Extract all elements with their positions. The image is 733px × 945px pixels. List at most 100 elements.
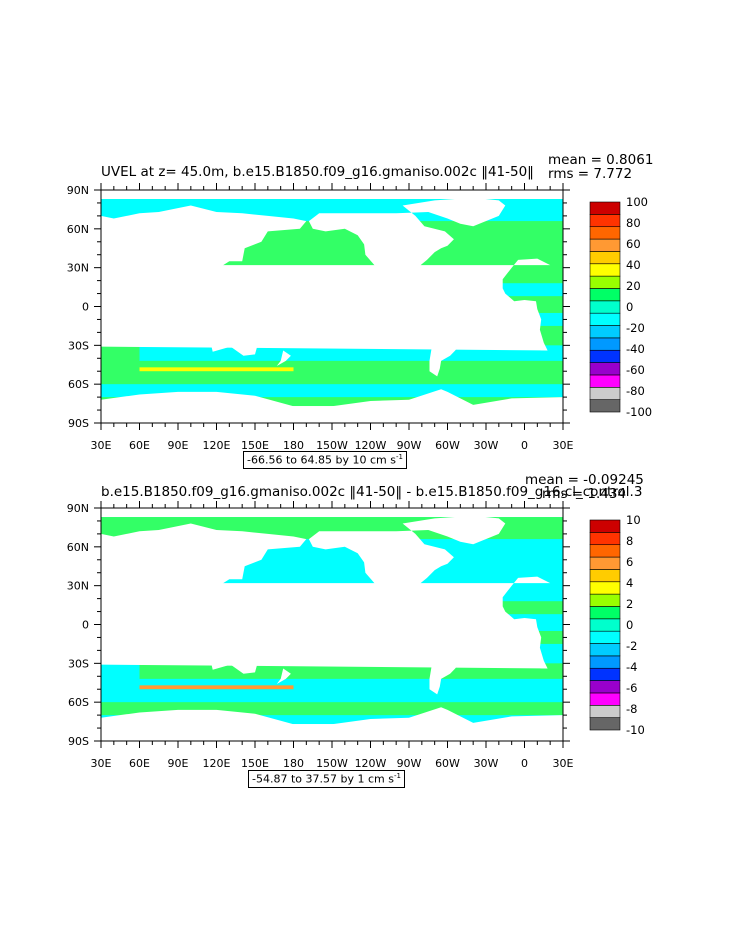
colorbar-label: -80: [626, 384, 645, 398]
colorbar-label: 100: [626, 195, 648, 209]
lon-tick-label: 120W: [355, 439, 387, 452]
colorbar-swatch: [589, 201, 621, 215]
colorbar-label: 0: [626, 618, 633, 632]
colorbar-swatch: [589, 275, 621, 289]
colorbar-swatch: [589, 680, 621, 694]
arctic-edge: [101, 508, 563, 516]
colorbar-swatch: [589, 692, 621, 706]
lon-tick-label: 120E: [203, 757, 231, 770]
lat-tick-label: 30N: [67, 580, 89, 593]
colorbar-label: 80: [626, 216, 641, 230]
contour-range-text: -54.87 to 37.57 by 1 cm s: [252, 772, 394, 786]
colorbar-label: 8: [626, 534, 633, 548]
lat-tick-label: 0: [82, 619, 89, 632]
colorbar-label: -6: [626, 681, 637, 695]
lon-tick-label: 0: [521, 439, 528, 452]
lon-tick-label: 150W: [316, 439, 348, 452]
lat-tick-label: 90S: [68, 417, 89, 430]
maritime-continent-landmass: [184, 300, 255, 317]
unit-exponent: -1: [395, 453, 403, 461]
colorbar-swatch: [589, 581, 621, 595]
south-america-landmass: [420, 609, 480, 695]
colorbar-swatch: [589, 704, 621, 718]
lon-tick-label: 30E: [553, 757, 574, 770]
new-zealand-landmass: [276, 668, 291, 684]
lon-tick-label: 120W: [355, 757, 387, 770]
colorbar-label: -2: [626, 639, 637, 653]
colorbar-label: 40: [626, 258, 641, 272]
colorbar-swatch: [589, 532, 621, 546]
unit-exponent: -1: [393, 772, 401, 780]
australia-landmass: [208, 638, 259, 674]
lat-tick-label: 30S: [68, 657, 89, 670]
acc-jet: [139, 685, 294, 690]
lon-tick-label: 30W: [474, 439, 499, 452]
colorbar-swatch: [589, 519, 621, 533]
contour-range-box: -66.56 to 64.85 by 10 cm s-1: [243, 451, 407, 469]
lon-tick-label: 150W: [316, 757, 348, 770]
south-america-landmass: [420, 291, 480, 377]
colorbar-label: 10: [626, 513, 641, 527]
lon-tick-label: 30E: [91, 757, 112, 770]
map-title: b.e15.B1850.f09_g16.gmaniso.002c ‖41-50‖…: [101, 484, 643, 500]
lon-tick-label: 60E: [129, 439, 150, 452]
map-title: UVEL at z= 45.0m, b.e15.B1850.f09_g16.gm…: [101, 164, 534, 180]
antarctic-interior: [101, 724, 563, 741]
colorbar-label: 60: [626, 237, 641, 251]
contour-range-text: -66.56 to 64.85 by 10 cm s: [247, 453, 396, 467]
lon-tick-label: 150E: [241, 439, 269, 452]
lon-tick-label: 120E: [203, 439, 231, 452]
colorbar-swatch: [589, 569, 621, 583]
difference-map: 30E 60E 90E 120E 150E 180 150W 120W 90W 60W 30W 0 30…: [67, 501, 645, 770]
acc-jet: [139, 367, 294, 372]
lat-tick-label: 60N: [67, 541, 89, 554]
colorbar-label: -40: [626, 342, 645, 356]
lat-tick-label: 0: [82, 301, 89, 314]
colorbar-label: 2: [626, 597, 633, 611]
colorbar-label: 4: [626, 576, 633, 590]
lat-tick-label: 90S: [68, 735, 89, 748]
colorbar-label: 6: [626, 555, 633, 569]
lon-tick-label: 30E: [553, 439, 574, 452]
antarctic-interior: [101, 406, 563, 423]
colorbar-label: -20: [626, 321, 645, 335]
colorbar-swatch: [589, 717, 621, 731]
lat-tick-label: 30N: [67, 262, 89, 275]
mean-value: mean = -0.09245: [525, 472, 644, 488]
australia-landmass: [208, 320, 259, 356]
lon-tick-label: 60W: [435, 757, 460, 770]
lat-tick-label: 30S: [68, 339, 89, 352]
colorbar-swatch: [589, 263, 621, 277]
colorbar-label: -60: [626, 363, 645, 377]
lon-tick-label: 30E: [91, 439, 112, 452]
mean-value: mean = 0.8061: [548, 152, 654, 168]
colorbar-swatch: [589, 643, 621, 657]
lon-tick-label: 90W: [397, 757, 422, 770]
rms-value: rms = 1.434: [542, 486, 627, 502]
colorbar-label: -8: [626, 702, 637, 716]
africa-west-landmass: [101, 576, 557, 669]
colorbar-swatch: [589, 655, 621, 669]
contour-range-box: -54.87 to 37.57 by 1 cm s-1: [248, 770, 405, 788]
panel-difference: b.e15.B1850.f09_g16.gmaniso.002c ‖41-50‖…: [0, 318, 733, 788]
colorbar-label: -10: [626, 723, 645, 737]
madagascar-landmass: [119, 322, 127, 339]
north-america-landmass: [308, 197, 506, 297]
north-america-landmass: [308, 515, 506, 615]
panel-uvel: UVEL at z= 45.0m, b.e15.B1850.f09_g16.gm…: [0, 0, 733, 470]
madagascar-landmass: [119, 640, 127, 657]
lat-tick-label: 90N: [67, 502, 89, 515]
uvel-map: 30E 60E 90E 120E 150E 180 150W 120W 90W 60W 30W 0 30…: [67, 183, 652, 452]
new-zealand-landmass: [276, 350, 291, 366]
colorbar-label: -4: [626, 660, 637, 674]
colorbar-label: 0: [626, 300, 633, 314]
colorbar-swatch: [589, 300, 621, 314]
colorbar-swatch: [589, 606, 621, 620]
lon-tick-label: 180: [283, 439, 304, 452]
colorbar-label: -100: [626, 405, 652, 419]
lon-tick-label: 90E: [168, 757, 189, 770]
lat-tick-label: 60S: [68, 696, 89, 709]
lat-tick-label: 90N: [67, 184, 89, 197]
arctic-edge: [101, 190, 563, 198]
colorbar-swatch: [589, 544, 621, 558]
